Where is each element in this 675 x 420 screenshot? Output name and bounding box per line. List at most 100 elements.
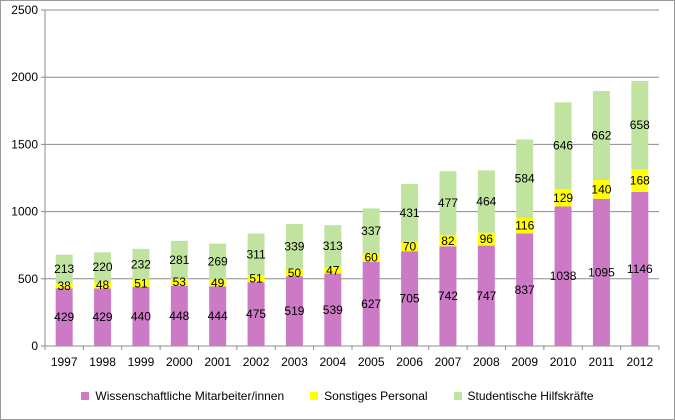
bar-segment (439, 235, 457, 247)
y-tick-label: 500 (18, 272, 38, 286)
data-label: 475 (246, 307, 266, 321)
data-label: 444 (208, 309, 228, 323)
bar-segment (516, 233, 534, 346)
data-label: 464 (476, 195, 496, 209)
y-tick-label: 0 (31, 339, 38, 353)
x-tick-label: 2002 (243, 355, 270, 369)
data-label: 49 (211, 276, 225, 290)
x-tick-label: 2004 (319, 355, 346, 369)
data-label: 448 (169, 309, 189, 323)
data-label: 51 (134, 276, 148, 290)
data-label: 584 (515, 172, 535, 186)
data-label: 129 (553, 191, 573, 205)
data-label: 53 (173, 275, 187, 289)
bar-segment (55, 283, 73, 289)
x-tick-label: 1999 (128, 355, 155, 369)
data-label: 1095 (588, 265, 615, 279)
x-tick-label: 2007 (435, 355, 462, 369)
x-tick-label: 2000 (166, 355, 193, 369)
data-label: 627 (361, 297, 381, 311)
x-tick-label: 1997 (51, 355, 78, 369)
data-label: 96 (480, 232, 494, 246)
data-label: 429 (54, 310, 74, 324)
bar-segment (477, 232, 495, 246)
data-label: 311 (246, 247, 265, 261)
data-label: 339 (284, 240, 304, 254)
bar-segment (94, 288, 112, 346)
data-label: 313 (323, 239, 343, 253)
bar-segment (170, 285, 188, 346)
bar-segment (55, 288, 73, 346)
bar-segment (439, 246, 457, 346)
data-label: 519 (284, 304, 304, 318)
x-tick-label: 1998 (89, 355, 116, 369)
bar-segment (401, 241, 419, 252)
data-label: 705 (400, 292, 420, 306)
data-label: 51 (249, 272, 263, 286)
bar-segment (631, 169, 649, 192)
data-label: 116 (515, 219, 534, 233)
bar-segment (554, 189, 572, 207)
legend: Wissenschaftliche Mitarbeiter/innen Sons… (1, 389, 674, 403)
data-label: 213 (54, 262, 74, 276)
bar-segment (324, 225, 342, 268)
data-label: 837 (515, 283, 535, 297)
x-tick-label: 2006 (396, 355, 423, 369)
data-label: 539 (323, 303, 343, 317)
bar-segment (592, 91, 610, 181)
data-label: 70 (403, 240, 417, 254)
bar-segment (132, 280, 150, 287)
bar-segment (554, 206, 572, 346)
x-tick-label: 2010 (550, 355, 577, 369)
bar-segment (401, 251, 419, 346)
bar-segment (209, 279, 227, 287)
bar-segment (362, 208, 380, 254)
bar-segment (477, 170, 495, 233)
bar-segment (132, 248, 150, 281)
bar-segment (516, 139, 534, 218)
data-label: 440 (131, 309, 151, 323)
bar-segment (285, 223, 303, 270)
bar-segment (592, 180, 610, 199)
data-label: 50 (288, 266, 302, 280)
bar-segment (516, 217, 534, 234)
legend-swatch-wissenschaftliche (81, 392, 90, 400)
bar-segment (401, 183, 419, 242)
legend-item-studentische: Studentische Hilfskräfte (453, 389, 594, 403)
bar-segment (94, 252, 112, 282)
data-label: 431 (400, 206, 420, 220)
bar-segment (439, 171, 457, 236)
bar-segment (631, 191, 649, 346)
legend-label-wissenschaftliche: Wissenschaftliche Mitarbeiter/innen (95, 389, 285, 403)
y-tick-label: 2500 (11, 3, 38, 17)
data-label: 220 (93, 260, 113, 274)
bar-segment (477, 245, 495, 346)
data-label: 47 (326, 263, 340, 277)
data-label: 269 (208, 255, 228, 269)
legend-swatch-studentische (453, 392, 462, 400)
bar-segment (631, 80, 649, 170)
x-tick-label: 2011 (589, 355, 615, 369)
bar-segment (247, 282, 265, 346)
bar-segment (170, 240, 188, 279)
data-label: 281 (169, 253, 189, 267)
bar-segment (362, 253, 380, 262)
bar-segment (324, 273, 342, 346)
data-label: 429 (93, 310, 113, 324)
data-label: 1146 (627, 262, 653, 276)
x-tick-label: 2009 (511, 355, 538, 369)
bar-segment (324, 267, 342, 274)
y-tick-label: 1500 (11, 137, 38, 151)
data-label: 82 (441, 234, 455, 248)
bar-segment (554, 102, 572, 190)
bar-segment (247, 275, 265, 283)
data-label: 168 (630, 174, 650, 188)
data-label: 747 (476, 289, 496, 303)
legend-label-studentische: Studentische Hilfskräfte (467, 389, 594, 403)
bar-segment (285, 276, 303, 346)
data-label: 38 (58, 279, 72, 293)
x-tick-label: 2003 (281, 355, 308, 369)
bar-segment (55, 254, 73, 284)
